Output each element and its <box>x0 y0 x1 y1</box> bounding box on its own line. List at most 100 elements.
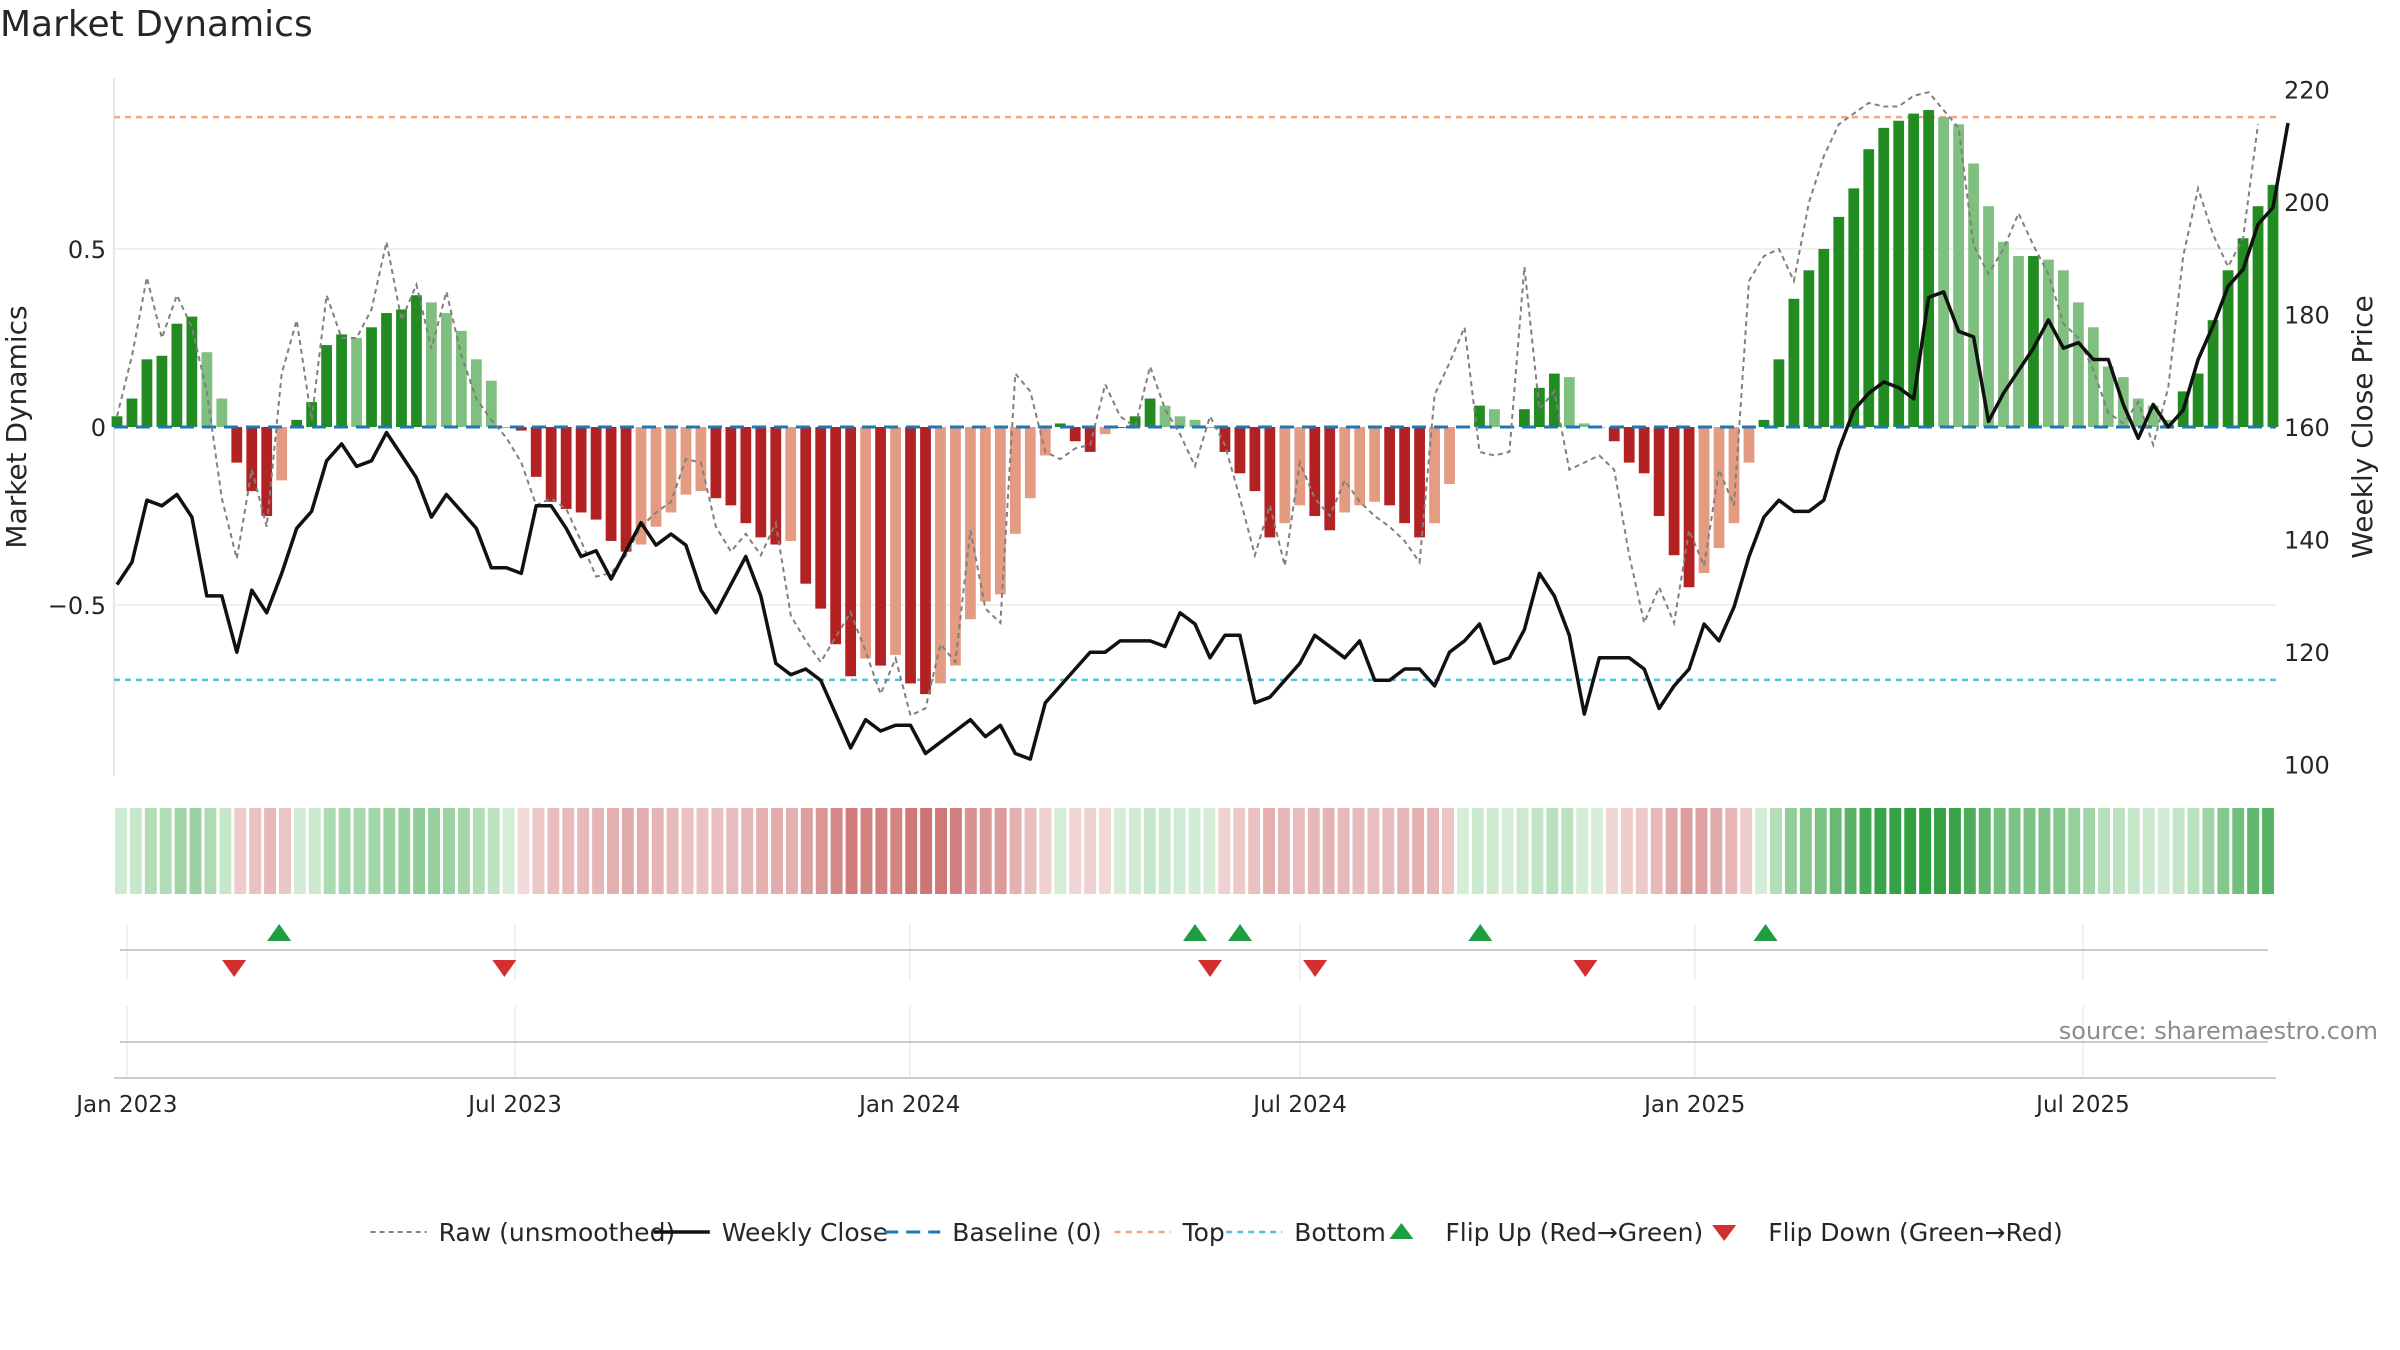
bar <box>1923 110 1935 427</box>
bar <box>590 427 602 520</box>
strip-cell <box>815 808 828 894</box>
strip-cell <box>905 808 918 894</box>
bar <box>201 352 213 427</box>
strip-cell <box>1829 808 1842 894</box>
strip-cell <box>159 808 172 894</box>
bar <box>710 427 722 499</box>
x-tick-label: Jan 2023 <box>74 1092 177 1118</box>
bar <box>1219 427 1231 452</box>
strip-cell <box>1024 808 1037 894</box>
bar <box>1054 423 1066 427</box>
strip-cell <box>845 808 858 894</box>
bar <box>1024 427 1036 499</box>
bar <box>2043 259 2054 427</box>
strip-cell <box>1173 808 1186 894</box>
strip-cell <box>1770 808 1782 894</box>
bar <box>2013 256 2024 427</box>
bar <box>1608 427 1620 442</box>
bar <box>1878 127 1890 427</box>
bar <box>1803 270 1815 427</box>
strip-cell <box>1442 808 1454 894</box>
strip-cell <box>293 808 306 894</box>
strip-cell <box>2112 808 2125 894</box>
strip-cell <box>562 808 575 894</box>
legend-label: Raw (unsmoothed) <box>439 1218 676 1247</box>
legend-label: Top <box>1182 1218 1225 1247</box>
x-tick-label: Jul 2025 <box>2034 1092 2130 1118</box>
bar <box>276 427 288 481</box>
bar <box>426 302 437 427</box>
strip-cell <box>1546 808 1559 894</box>
strip-cell <box>1889 808 1902 894</box>
strip-cell <box>264 808 277 894</box>
bar <box>979 427 991 602</box>
legend-label: Baseline (0) <box>952 1218 1101 1247</box>
bar <box>1998 241 2009 427</box>
strip-cell <box>756 808 769 894</box>
bar <box>1533 387 1545 427</box>
strip-cell <box>920 808 933 894</box>
strip-cell <box>1263 808 1276 894</box>
bar <box>1099 427 1111 435</box>
bar <box>1264 427 1276 538</box>
strip-cell <box>2083 808 2096 894</box>
bar <box>1713 427 1725 549</box>
flip-down-marker <box>1303 960 1328 977</box>
bar <box>1518 409 1530 427</box>
bar <box>1114 427 1126 428</box>
strip-cell <box>1307 808 1320 894</box>
strip-cell <box>1233 808 1246 894</box>
bar <box>396 309 407 427</box>
strip-cell <box>1934 808 1946 894</box>
bar <box>1758 419 1770 427</box>
flip-up-marker <box>267 924 292 941</box>
strip-cell <box>1143 808 1156 894</box>
y-axis-label: Market Dynamics <box>0 305 33 548</box>
strip-cell <box>413 808 426 894</box>
bar <box>1953 124 1964 427</box>
y2-tick-label: 140 <box>2284 527 2330 555</box>
bar <box>246 427 258 492</box>
strip-cell <box>2202 808 2215 894</box>
strip-cell <box>2023 808 2036 894</box>
strip-cell <box>2247 808 2260 894</box>
flip-down-marker <box>222 960 247 977</box>
y2-tick-label: 200 <box>2284 189 2330 217</box>
strip-cell <box>1665 808 1678 894</box>
strip-cell <box>1606 808 1618 894</box>
bar <box>1548 373 1560 427</box>
strip-cell <box>1993 808 2006 894</box>
strip-cell <box>964 808 977 894</box>
bar <box>1788 298 1800 427</box>
bar <box>965 427 976 620</box>
strip-cell <box>577 808 590 894</box>
bar <box>366 327 377 427</box>
strip-cell <box>517 808 530 894</box>
strip-cell <box>1859 808 1872 894</box>
strip-cell <box>636 808 649 894</box>
strip-cell <box>860 808 873 894</box>
bar <box>1743 427 1755 463</box>
strip-cell <box>1427 808 1440 894</box>
strip-cell <box>1635 808 1648 894</box>
legend-label: Flip Up (Red→Green) <box>1445 1218 1703 1247</box>
bar <box>1623 427 1635 463</box>
bar <box>126 398 138 427</box>
bar <box>515 427 527 431</box>
bar <box>351 337 362 427</box>
bar <box>1174 416 1186 427</box>
strip-cell <box>1531 808 1544 894</box>
strip-cell <box>2038 808 2051 894</box>
strip-cell <box>621 808 634 894</box>
bar <box>1204 427 1216 428</box>
strip-cell <box>1561 808 1574 894</box>
y2-tick-label: 100 <box>2284 752 2330 780</box>
strip-cell <box>1576 808 1589 894</box>
bar <box>1833 216 1845 427</box>
bar <box>2192 373 2204 427</box>
bar <box>725 427 737 506</box>
strip-cell <box>935 808 947 894</box>
bar <box>1773 359 1785 427</box>
bar <box>1893 120 1905 428</box>
legend-symbol <box>1389 1223 1414 1239</box>
